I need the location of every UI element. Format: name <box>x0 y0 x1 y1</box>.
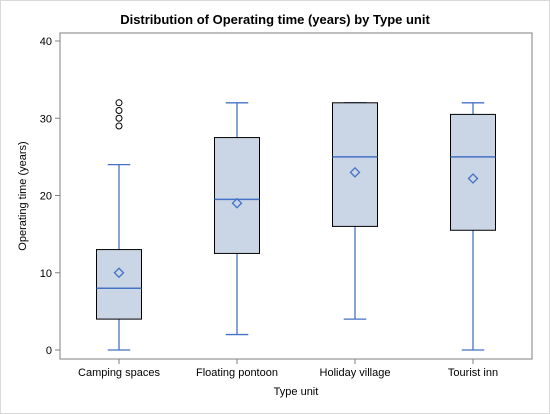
outlier-point <box>115 122 123 130</box>
mean-marker <box>231 197 243 209</box>
outlier-point <box>115 99 123 107</box>
y-tick-label: 30 <box>40 113 52 125</box>
x-axis-title: Type unit <box>274 386 319 398</box>
box-iqr <box>332 102 378 227</box>
outlier-point <box>115 114 123 122</box>
box-iqr <box>214 137 260 254</box>
mean-marker <box>467 173 479 184</box>
mean-marker <box>113 267 125 279</box>
x-tick-label: Tourist inn <box>448 367 498 379</box>
outlier-point <box>115 107 123 115</box>
x-tick-label: Floating pontoon <box>196 367 278 379</box>
x-tick-label: Camping spaces <box>78 367 160 379</box>
box-iqr <box>96 249 142 320</box>
y-tick-label: 10 <box>40 268 52 280</box>
y-axis-title: Operating time (years) <box>17 141 29 250</box>
mean-marker <box>349 166 361 178</box>
y-tick-label: 0 <box>46 345 52 357</box>
y-tick-label: 20 <box>40 191 52 203</box>
chart-title: Distribution of Operating time (years) b… <box>120 12 430 27</box>
y-tick-label: 40 <box>40 36 52 48</box>
x-tick-label: Holiday village <box>320 367 391 379</box>
box-iqr <box>450 113 496 231</box>
